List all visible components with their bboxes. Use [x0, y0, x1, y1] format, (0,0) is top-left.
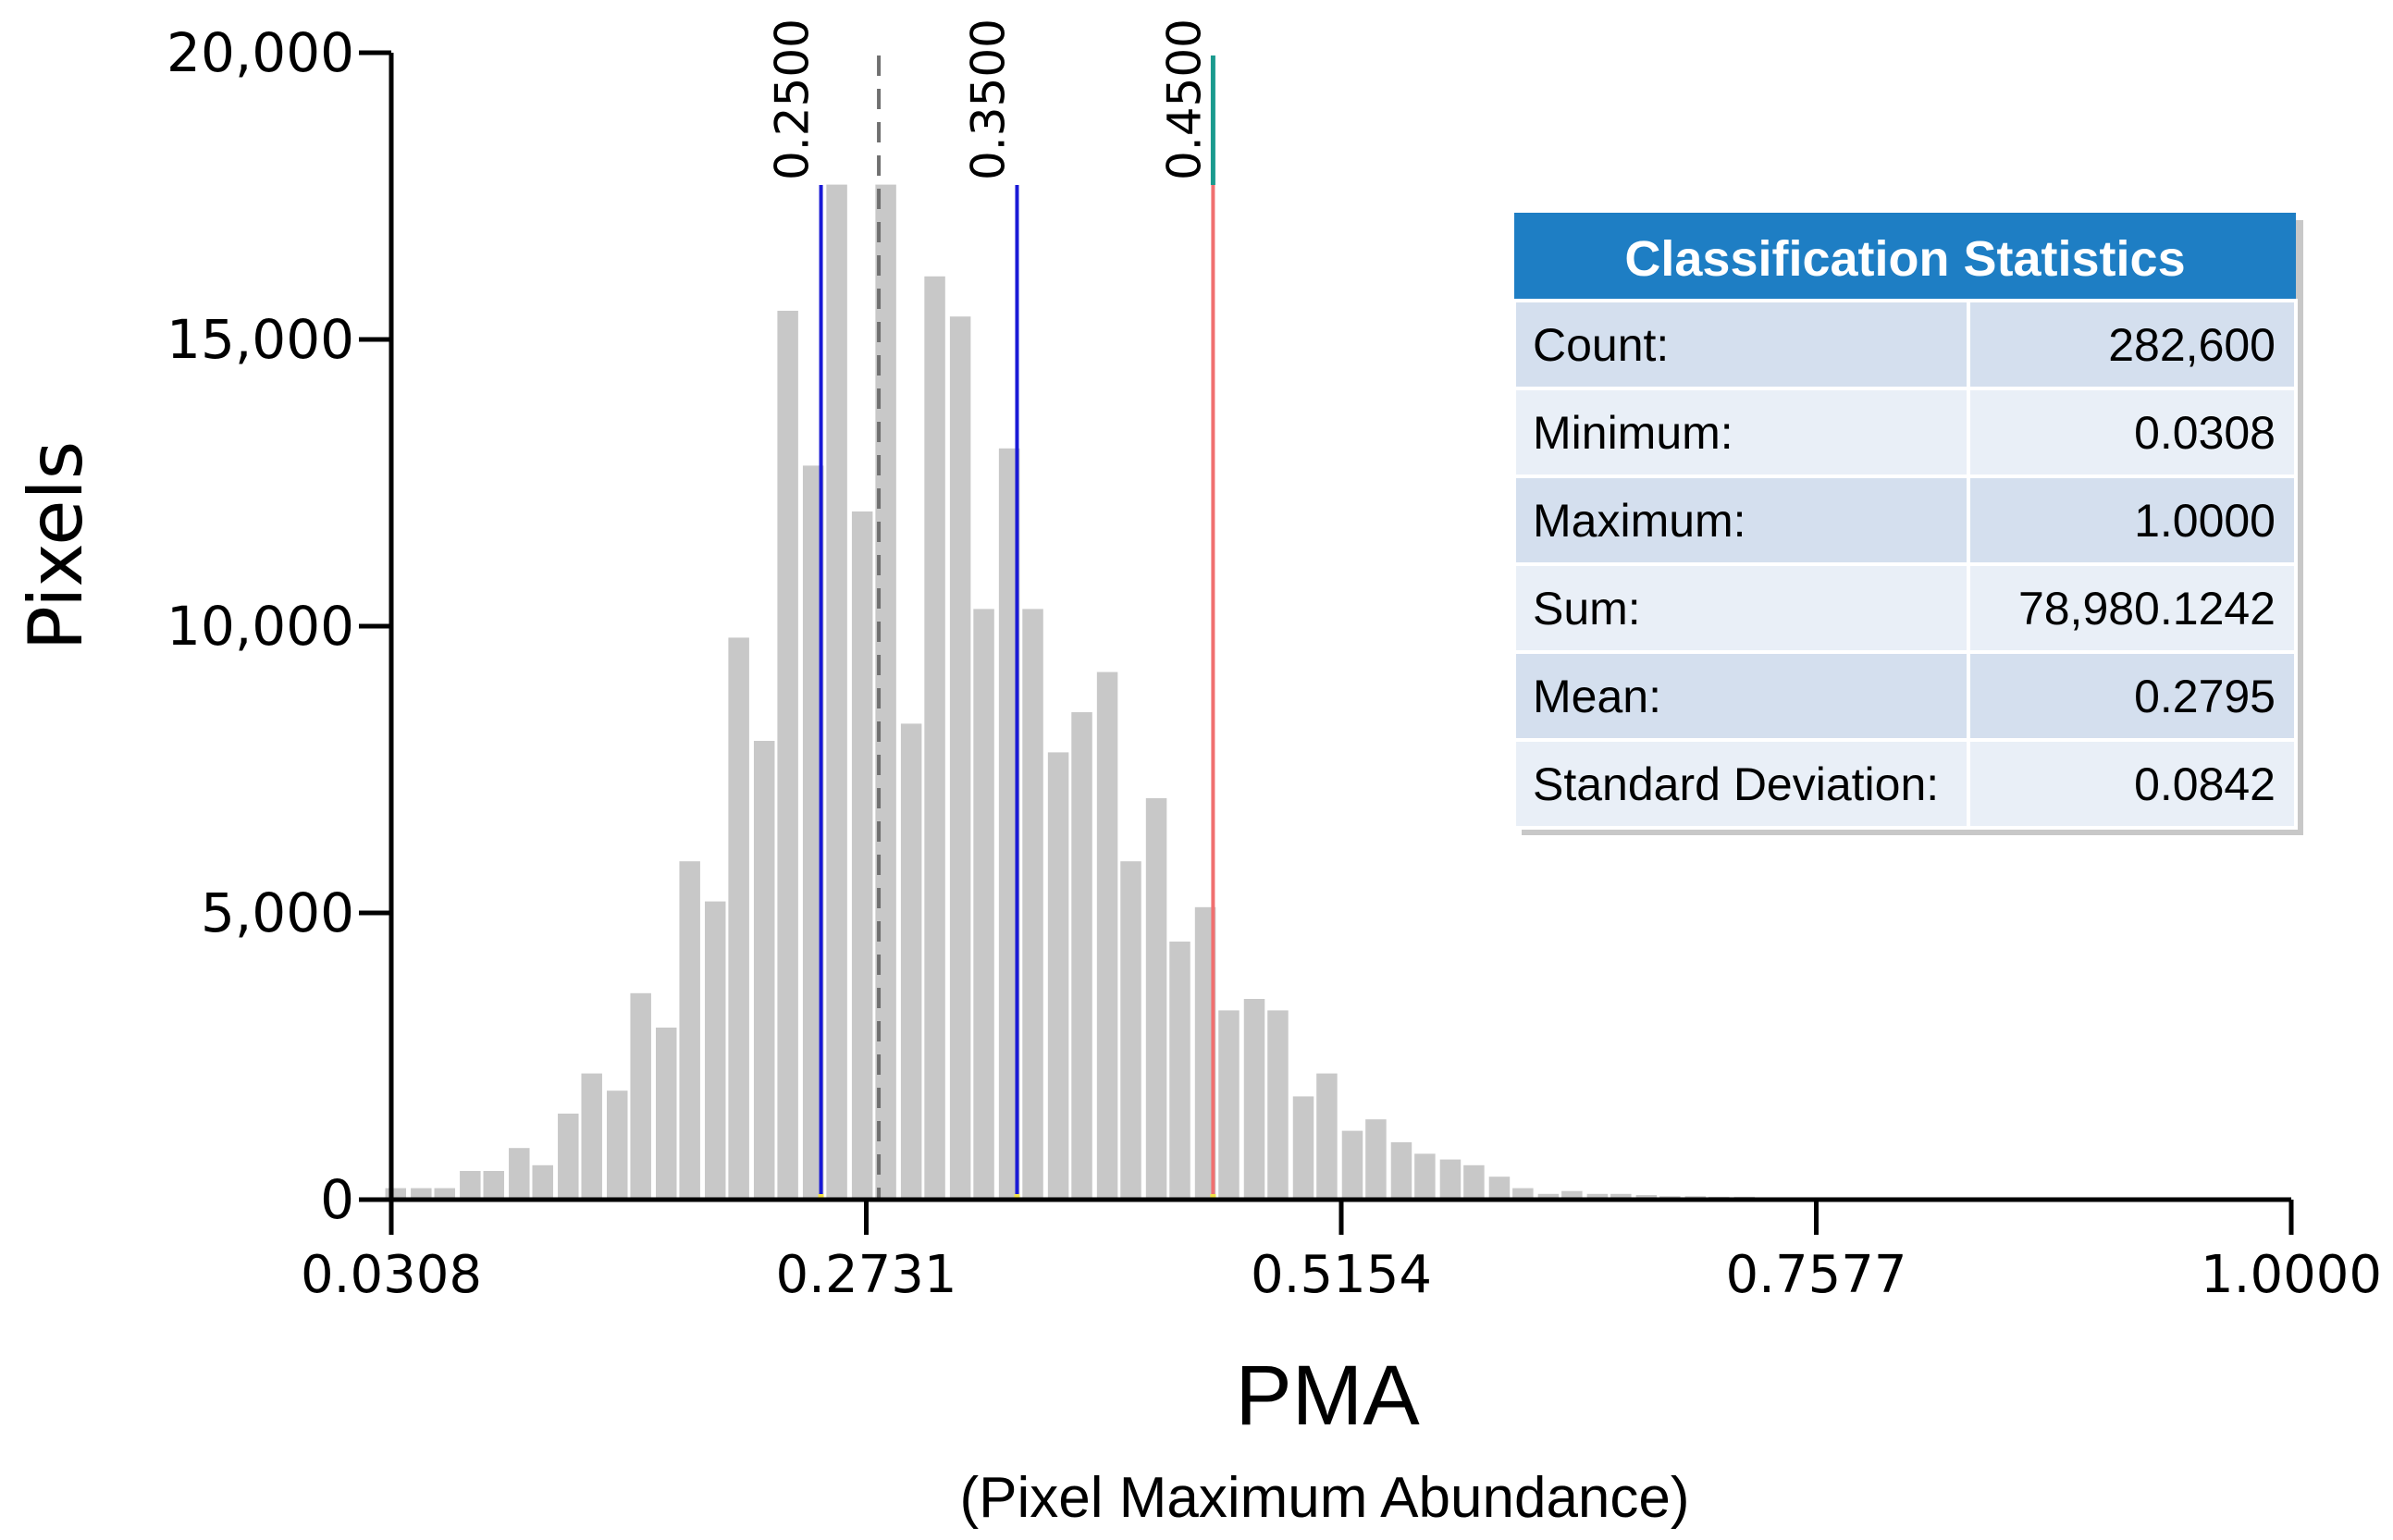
histogram-bar: [1316, 1073, 1338, 1200]
histogram-bar: [1292, 1096, 1314, 1200]
histogram-bar: [1537, 1193, 1560, 1200]
histogram-bar: [532, 1164, 553, 1200]
histogram-bar: [630, 992, 651, 1200]
x-tick-label: 1.0000: [2201, 1245, 2382, 1305]
histogram-bar: [851, 511, 873, 1200]
threshold-marker: [1210, 1194, 1216, 1200]
table-title: Classification Statistics: [1624, 231, 2185, 287]
histogram-bar: [1463, 1164, 1485, 1200]
histogram-bar: [1145, 798, 1167, 1200]
histogram-bar: [509, 1148, 530, 1200]
table-row-label: Sum:: [1533, 583, 1641, 634]
histogram-bar: [728, 637, 749, 1200]
y-tick-label: 10,000: [167, 595, 354, 658]
histogram-bar: [924, 276, 945, 1200]
histogram-bar: [1512, 1188, 1534, 1200]
histogram-bar: [753, 741, 775, 1200]
table-row-label: Mean:: [1533, 671, 1661, 722]
table-row-value: 0.2795: [2134, 671, 2276, 722]
x-tick-label: 0.0308: [301, 1245, 482, 1305]
histogram-bar: [1096, 671, 1118, 1200]
histogram-bar: [1169, 942, 1190, 1200]
histogram-bar: [1218, 1010, 1240, 1200]
y-axis-label: Pixels: [13, 441, 99, 651]
x-tick-label: 0.7577: [1726, 1245, 1907, 1305]
histogram-bar: [558, 1114, 579, 1200]
histogram-bar: [826, 184, 847, 1201]
table-value-cell: [1967, 738, 2298, 830]
histogram-bar: [1120, 861, 1141, 1200]
histogram-bar: [1243, 999, 1265, 1200]
histogram-bar: [900, 723, 922, 1200]
table-row-value: 78,980.1242: [2018, 583, 2276, 634]
threshold-lines: 0.2500 0.3500 0.4500: [766, 18, 1216, 1200]
histogram-bar: [1414, 1153, 1436, 1200]
table-row-label: Maximum:: [1533, 495, 1746, 547]
threshold-marker: [818, 1194, 824, 1200]
histogram-bar: [1610, 1193, 1632, 1200]
histogram-bar: [973, 609, 994, 1200]
histogram-bar: [655, 1028, 677, 1200]
histogram-bar: [949, 316, 971, 1200]
histogram-bar: [802, 465, 824, 1200]
histogram-bar: [1390, 1142, 1412, 1200]
table-row-label: Count:: [1533, 319, 1669, 371]
threshold-marker: [1014, 1194, 1020, 1200]
histogram-bar: [998, 448, 1020, 1200]
table-row-value: 0.0842: [2134, 758, 2276, 810]
histogram-bar: [1022, 609, 1043, 1200]
table-row-label: Minimum:: [1533, 407, 1733, 459]
table-value-cell: [1967, 474, 2298, 566]
table-value-cell: [1967, 650, 2298, 742]
histogram-bar: [1267, 1010, 1289, 1200]
histogram-bar: [1047, 752, 1069, 1200]
table-label-cell: [1512, 474, 1970, 566]
y-tick-label: 5,000: [201, 881, 354, 944]
histogram-bar: [1194, 906, 1216, 1200]
classification-statistics-table: Classification Statistics Count: 282,600 Mi…: [1512, 213, 2303, 835]
histogram-bar: [581, 1073, 602, 1200]
x-axis-label: PMA: [1235, 1349, 1420, 1443]
table-value-cell: [1967, 562, 2298, 654]
histogram-bar: [1561, 1190, 1583, 1200]
table-row-value: 0.0308: [2134, 407, 2276, 459]
histogram-bar: [679, 861, 700, 1200]
x-axis-sublabel: (Pixel Maximum Abundance): [959, 1466, 1689, 1530]
histogram-bar: [1586, 1193, 1609, 1200]
histogram-bar: [1341, 1130, 1363, 1200]
histogram-bar: [1488, 1177, 1511, 1200]
histogram-bars: [385, 184, 1779, 1201]
histogram-bar: [607, 1090, 628, 1200]
histogram-bar: [460, 1171, 481, 1200]
threshold-label: 0.4500: [1157, 18, 1211, 180]
histogram-bar: [411, 1188, 432, 1200]
table-row-value: 1.0000: [2134, 495, 2276, 547]
table-row-value: 282,600: [2108, 319, 2276, 371]
x-tick-label: 0.2731: [776, 1245, 957, 1305]
threshold-label: 0.3500: [961, 18, 1015, 180]
y-tick-label: 15,000: [167, 308, 354, 371]
histogram-bar: [483, 1171, 504, 1200]
table-label-cell: [1512, 299, 1970, 390]
y-tick-label: 0: [320, 1168, 354, 1231]
histogram-bar: [704, 901, 726, 1200]
histogram-bar: [1071, 712, 1092, 1200]
axes: 0 5,000 10,000 15,000 20,000 0.0308 0.2731 0.51…: [167, 21, 2382, 1305]
table-header: [1514, 213, 2296, 301]
table-row-label: Standard Deviation:: [1533, 758, 1939, 810]
table-value-cell: [1967, 387, 2298, 478]
histogram-bar: [777, 311, 798, 1200]
y-tick-label: 20,000: [167, 21, 354, 84]
threshold-label: 0.2500: [766, 18, 820, 180]
histogram-bar: [434, 1188, 456, 1200]
x-tick-label: 0.5154: [1251, 1245, 1432, 1305]
table-label-cell: [1512, 387, 1970, 478]
histogram-bar: [1439, 1159, 1462, 1200]
histogram-bar: [1365, 1119, 1387, 1200]
